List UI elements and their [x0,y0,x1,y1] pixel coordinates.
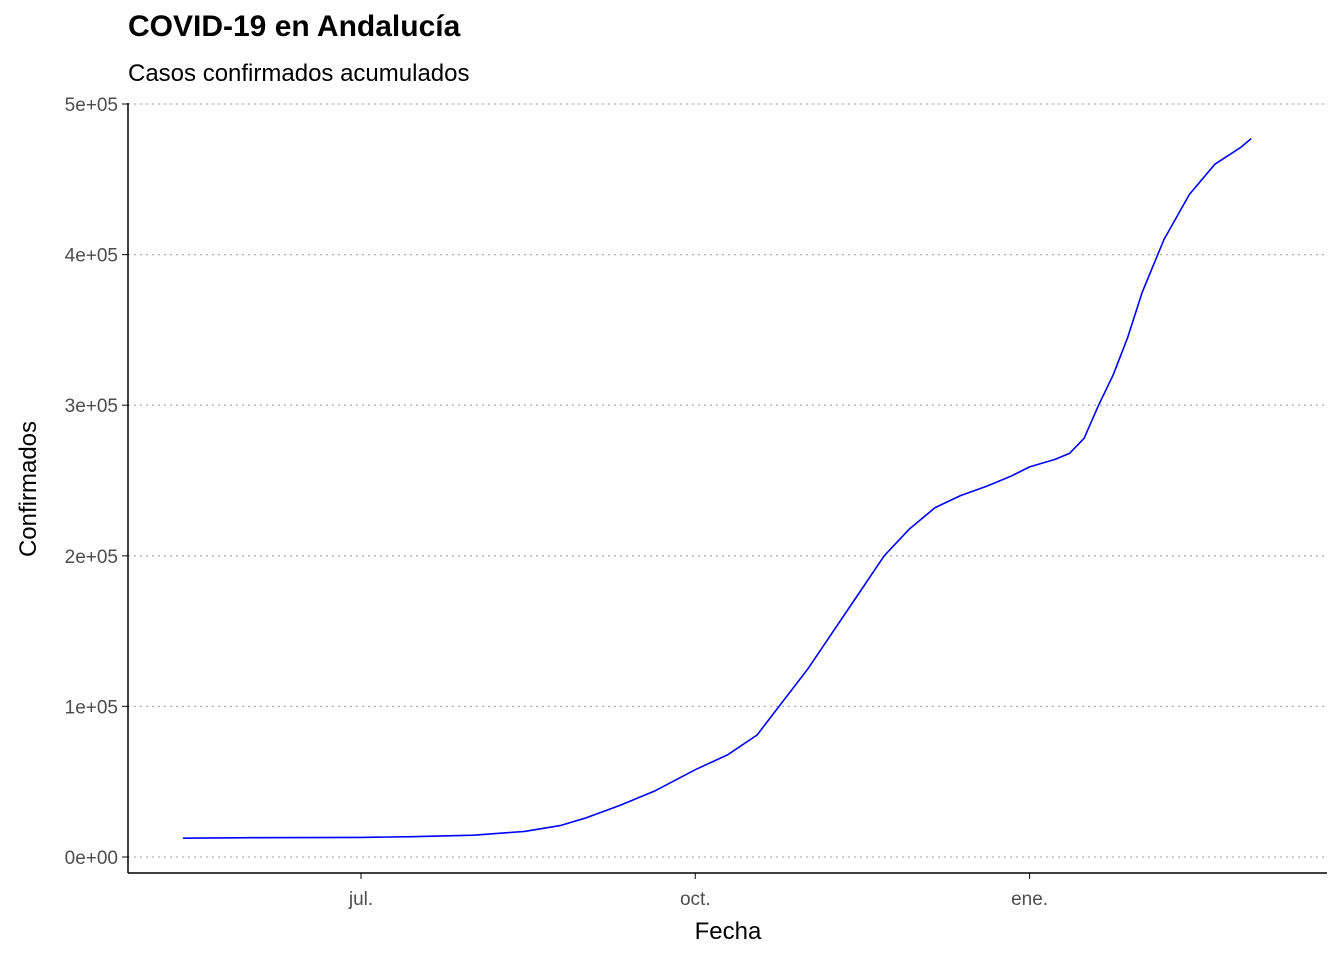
x-axis-ticks: jul. oct. ene. [348,873,1048,910]
y-axis-title: Confirmados [15,421,42,557]
y-tick-label: 4e+05 [65,246,118,267]
y-axis-ticks: 0e+00 1e+05 2e+05 3e+05 4e+05 5e+05 [65,95,128,869]
series-line [182,137,1252,839]
y-tick-label: 0e+00 [65,848,118,869]
x-tick-label: ene. [1011,889,1048,910]
y-tick-label: 3e+05 [65,396,118,417]
y-tick-label: 2e+05 [65,547,118,568]
chart-title: COVID-19 en Andalucía [128,10,461,43]
x-axis-title: Fecha [695,918,762,945]
x-tick-label: jul. [348,889,373,910]
y-tick-label: 5e+05 [65,95,118,116]
series-group [182,137,1252,839]
gridlines [128,103,1327,858]
y-tick-label: 1e+05 [65,697,118,718]
chart-subtitle: Casos confirmados acumulados [128,60,470,87]
x-tick-label: oct. [680,889,711,910]
